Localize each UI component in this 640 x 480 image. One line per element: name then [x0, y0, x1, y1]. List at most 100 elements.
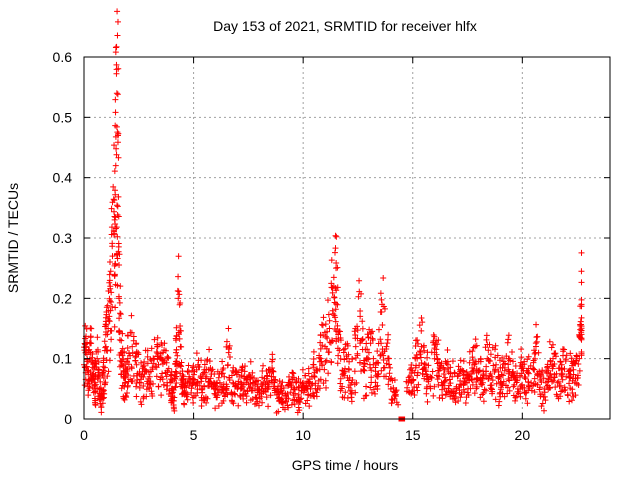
data-point — [311, 373, 318, 380]
data-point — [324, 335, 331, 342]
data-point — [475, 368, 482, 375]
data-point — [455, 363, 462, 370]
data-point — [510, 368, 517, 375]
data-point — [291, 401, 298, 408]
data-point — [449, 358, 456, 365]
data-point — [163, 373, 170, 380]
data-point — [368, 389, 375, 396]
data-point — [337, 334, 344, 341]
data-point — [265, 383, 272, 390]
data-point — [114, 32, 121, 39]
data-point — [423, 390, 430, 397]
data-point — [460, 368, 467, 375]
data-point — [372, 364, 379, 371]
data-point — [434, 355, 441, 362]
data-point — [212, 405, 219, 412]
data-point — [173, 358, 180, 365]
data-point — [568, 355, 575, 362]
data-point — [175, 253, 182, 260]
data-point — [359, 325, 366, 332]
data-point — [481, 386, 488, 393]
data-point — [414, 337, 421, 344]
data-point — [545, 376, 552, 383]
data-point — [137, 379, 144, 386]
y-tick-label: 0.2 — [53, 290, 73, 306]
data-point — [479, 379, 486, 386]
data-point — [100, 394, 107, 401]
data-point — [360, 366, 367, 373]
data-point — [114, 212, 121, 219]
data-point — [159, 349, 166, 356]
data-point — [548, 378, 555, 385]
data-point — [345, 365, 352, 372]
data-point — [113, 224, 120, 231]
data-point — [221, 393, 228, 400]
data-point — [113, 90, 120, 97]
data-points — [81, 8, 585, 416]
data-point — [446, 389, 453, 396]
data-point — [143, 393, 150, 400]
data-point — [411, 391, 418, 398]
data-point — [108, 289, 115, 296]
data-point — [366, 326, 373, 333]
data-point — [275, 408, 282, 415]
data-point — [525, 370, 532, 377]
data-point — [326, 317, 333, 324]
data-point — [483, 336, 490, 343]
data-point — [269, 351, 276, 358]
y-tick-label: 0 — [64, 411, 72, 427]
data-point — [424, 354, 431, 361]
x-tick-label: 0 — [80, 427, 88, 443]
data-point — [92, 388, 99, 395]
data-point — [528, 387, 535, 394]
data-point — [279, 389, 286, 396]
data-point — [415, 340, 422, 347]
data-point — [133, 361, 140, 368]
data-point — [328, 280, 335, 287]
data-point — [202, 369, 209, 376]
data-point — [94, 355, 101, 362]
data-point — [334, 360, 341, 367]
data-point — [414, 387, 421, 394]
data-point — [361, 367, 368, 374]
data-point — [310, 361, 317, 368]
data-point — [112, 191, 119, 198]
data-point — [334, 284, 341, 291]
data-point — [113, 252, 120, 259]
data-point — [220, 384, 227, 391]
data-point — [110, 183, 117, 190]
data-point — [111, 142, 118, 149]
data-point — [352, 389, 359, 396]
data-point — [433, 346, 440, 353]
data-point — [175, 288, 182, 295]
data-point — [342, 345, 349, 352]
data-point — [269, 368, 276, 375]
x-tick-label: 15 — [405, 427, 421, 443]
data-point — [209, 366, 216, 373]
data-point — [365, 334, 372, 341]
data-point — [505, 332, 512, 339]
data-point — [425, 378, 432, 385]
data-point — [417, 354, 424, 361]
data-point — [173, 346, 180, 353]
data-point — [176, 291, 183, 298]
data-point — [112, 304, 119, 311]
data-point — [313, 389, 320, 396]
data-point — [274, 388, 281, 395]
data-point — [265, 366, 272, 373]
data-point — [182, 390, 189, 397]
data-point — [488, 386, 495, 393]
data-point — [215, 374, 222, 381]
data-point — [354, 327, 361, 334]
data-point — [113, 123, 120, 130]
data-point — [576, 355, 583, 362]
data-point — [393, 387, 400, 394]
data-point — [499, 354, 506, 361]
data-point — [367, 384, 374, 391]
data-point — [304, 397, 311, 404]
data-point — [356, 277, 363, 284]
data-point — [90, 389, 97, 396]
data-point — [537, 391, 544, 398]
data-point — [170, 405, 177, 412]
data-point — [230, 364, 237, 371]
